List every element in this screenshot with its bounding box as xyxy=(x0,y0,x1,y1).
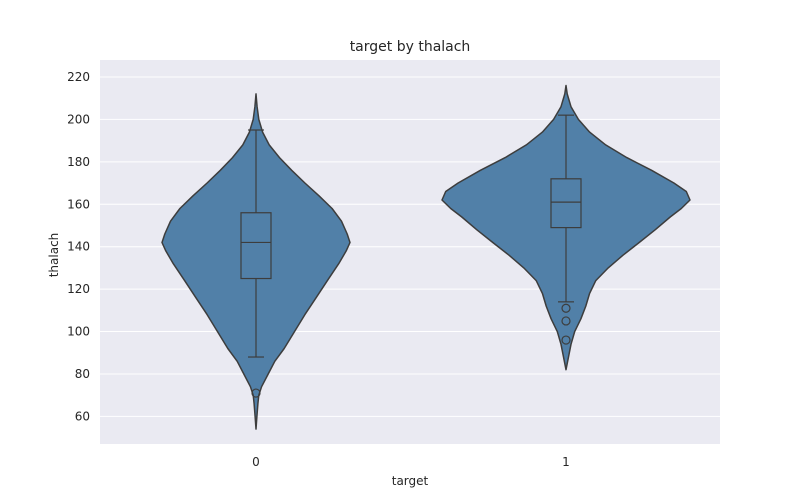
y-tick-label-120: 120 xyxy=(67,282,90,296)
violins xyxy=(161,84,691,430)
outlier-point-0-71 xyxy=(251,388,261,398)
y-tick-label-100: 100 xyxy=(67,325,90,339)
box-iqr-1 xyxy=(550,178,582,229)
x-axis-label: target xyxy=(392,474,429,488)
x-tick-label-0: 0 xyxy=(252,455,260,469)
chart-title: target by thalach xyxy=(350,39,471,55)
outlier-point-1-111 xyxy=(561,303,571,313)
y-tick-label-200: 200 xyxy=(67,112,90,126)
y-tick-label-180: 180 xyxy=(67,155,90,169)
outlier-point-1-105 xyxy=(561,316,571,326)
x-tick-label-1: 1 xyxy=(562,455,570,469)
y-tick-label-160: 160 xyxy=(67,197,90,211)
outlier-point-1-96 xyxy=(561,335,571,345)
y-tick-label-220: 220 xyxy=(67,70,90,84)
violin-group-1 xyxy=(441,84,691,371)
box-iqr-0 xyxy=(240,212,272,280)
y-tick-label-80: 80 xyxy=(75,367,90,381)
violin-group-0 xyxy=(161,93,351,430)
y-tick-label-60: 60 xyxy=(75,409,90,423)
y-tick-label-140: 140 xyxy=(67,240,90,254)
y-axis-ticks: 60 80 100 120 140 160 180 200 220 xyxy=(67,70,90,423)
y-axis-label: thalach xyxy=(47,233,61,278)
